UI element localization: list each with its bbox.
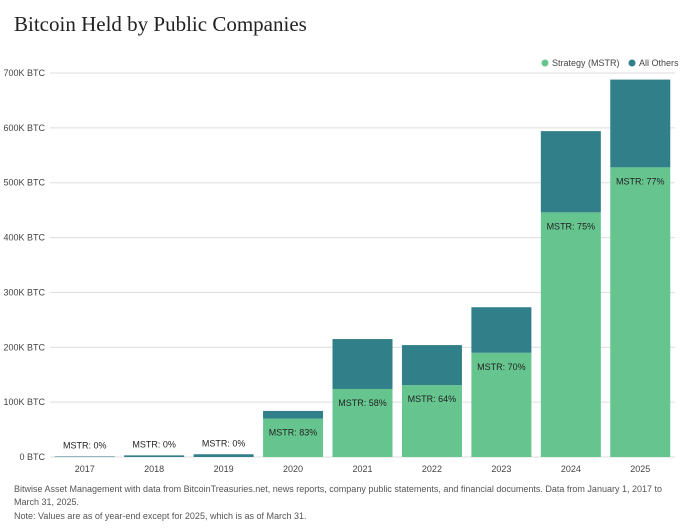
bar-mstr-2022 (401, 385, 462, 457)
data-label: MSTR: 77% (616, 176, 665, 186)
bar-others-2022 (401, 345, 462, 386)
data-label: MSTR: 0% (63, 440, 107, 450)
legend-label: All Others (639, 58, 679, 68)
bar-mstr-2023 (471, 352, 532, 457)
data-label: MSTR: 64% (408, 394, 457, 404)
x-tick-label: 2020 (283, 464, 303, 474)
x-tick-label: 2025 (630, 464, 650, 474)
bar-chart: 0 BTC 100K BTC 200K BTC 300K BTC 400K BTC 500… (3, 58, 679, 474)
data-label: MSTR: 0% (202, 438, 246, 448)
bar-others-2021 (332, 339, 393, 389)
legend-label: Strategy (MSTR) (552, 58, 620, 68)
x-tick-label: 2021 (352, 464, 372, 474)
x-tick-label: 2022 (422, 464, 442, 474)
legend-marker (628, 59, 636, 67)
data-label: MSTR: 58% (338, 398, 387, 408)
bar-others-2019 (193, 454, 254, 457)
x-tick-label: 2017 (75, 464, 95, 474)
data-label: MSTR: 0% (132, 439, 176, 449)
source-text: Bitwise Asset Management with data from … (14, 484, 662, 507)
bar-mstr-2025 (610, 167, 671, 457)
legend-marker (541, 59, 549, 67)
y-tick-label: 100K BTC (3, 397, 45, 407)
data-label: MSTR: 70% (477, 362, 526, 372)
x-tick-label: 2018 (144, 464, 164, 474)
y-tick-label: 300K BTC (3, 287, 45, 297)
bar-others-2017 (54, 456, 115, 457)
bar-others-2023 (471, 307, 532, 353)
y-tick-label: 600K BTC (3, 123, 45, 133)
note-text: Note: Values are as of year-end except f… (14, 511, 307, 521)
y-tick-label: 700K BTC (3, 68, 45, 78)
bar-others-2018 (124, 455, 185, 457)
bar-others-2020 (263, 410, 324, 419)
y-tick-label: 200K BTC (3, 342, 45, 352)
bar-others-2025 (610, 79, 671, 168)
data-label: MSTR: 83% (269, 428, 318, 438)
chart-title: Bitcoin Held by Public Companies (14, 12, 307, 36)
bar-others-2024 (540, 131, 601, 213)
bar-mstr-2020 (263, 418, 324, 457)
y-tick-label: 500K BTC (3, 178, 45, 188)
x-tick-label: 2024 (561, 464, 581, 474)
y-tick-label: 400K BTC (3, 233, 45, 243)
x-tick-label: 2019 (214, 464, 234, 474)
bar-mstr-2021 (332, 388, 393, 457)
data-label: MSTR: 75% (547, 221, 596, 231)
x-tick-label: 2023 (491, 464, 511, 474)
bar-mstr-2024 (540, 212, 601, 457)
y-tick-label: 0 BTC (19, 452, 45, 462)
